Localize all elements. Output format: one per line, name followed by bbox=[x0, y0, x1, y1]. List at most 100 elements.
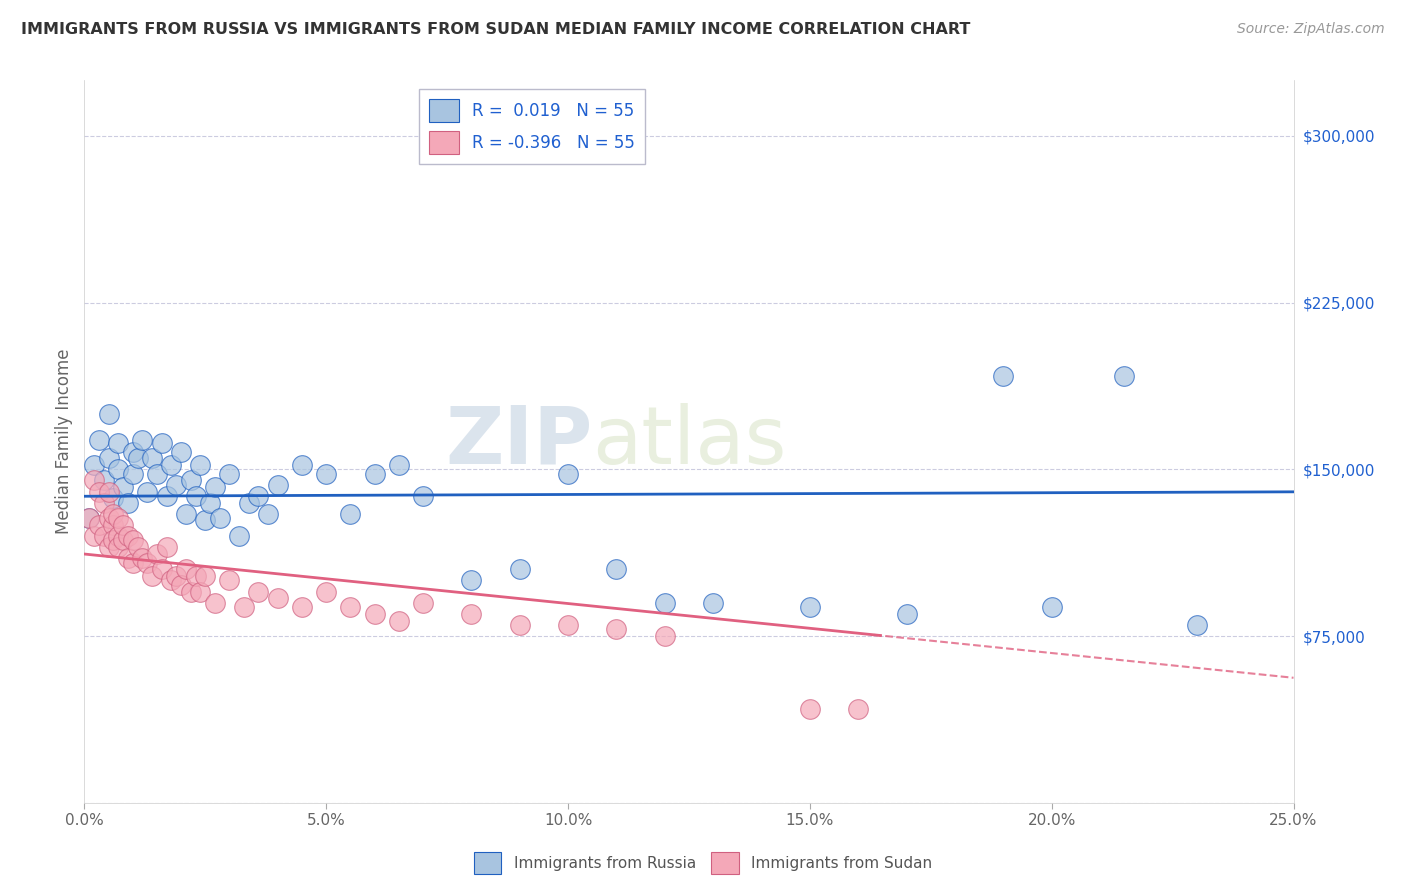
Point bbox=[460, 574, 482, 588]
Point bbox=[146, 547, 169, 561]
Point bbox=[87, 434, 110, 448]
Point bbox=[388, 614, 411, 628]
Point bbox=[509, 618, 531, 632]
Point bbox=[93, 529, 115, 543]
Point bbox=[180, 584, 202, 599]
Point bbox=[194, 513, 217, 527]
Point bbox=[1185, 618, 1208, 632]
Point bbox=[896, 607, 918, 621]
Point bbox=[83, 458, 105, 472]
Point bbox=[141, 451, 163, 466]
Point bbox=[267, 478, 290, 492]
Point bbox=[77, 511, 100, 525]
Point bbox=[107, 540, 129, 554]
Point bbox=[155, 540, 177, 554]
Point bbox=[218, 574, 240, 588]
Point bbox=[198, 496, 221, 510]
Point bbox=[233, 600, 256, 615]
Point bbox=[204, 480, 226, 494]
Point bbox=[654, 596, 676, 610]
Point bbox=[460, 607, 482, 621]
Point bbox=[121, 467, 143, 481]
Point bbox=[121, 556, 143, 570]
Point bbox=[247, 584, 270, 599]
Point bbox=[799, 600, 821, 615]
Point bbox=[1114, 368, 1136, 383]
Point bbox=[93, 474, 115, 488]
Point bbox=[257, 507, 280, 521]
Point bbox=[218, 467, 240, 481]
Point bbox=[155, 489, 177, 503]
Point bbox=[150, 562, 173, 576]
Point bbox=[103, 517, 125, 532]
Point bbox=[136, 484, 159, 499]
Point bbox=[509, 562, 531, 576]
Point bbox=[87, 517, 110, 532]
Point bbox=[117, 496, 139, 510]
Point bbox=[87, 484, 110, 499]
Point bbox=[339, 507, 361, 521]
Point bbox=[103, 533, 125, 548]
Point bbox=[97, 540, 120, 554]
Point bbox=[93, 496, 115, 510]
Text: atlas: atlas bbox=[592, 402, 786, 481]
Point bbox=[127, 451, 149, 466]
Point bbox=[194, 569, 217, 583]
Point bbox=[190, 458, 212, 472]
Point bbox=[993, 368, 1015, 383]
Text: IMMIGRANTS FROM RUSSIA VS IMMIGRANTS FROM SUDAN MEDIAN FAMILY INCOME CORRELATION: IMMIGRANTS FROM RUSSIA VS IMMIGRANTS FRO… bbox=[21, 22, 970, 37]
Point bbox=[291, 600, 314, 615]
Point bbox=[1040, 600, 1063, 615]
Point bbox=[247, 489, 270, 503]
Point bbox=[107, 529, 129, 543]
Point bbox=[131, 434, 153, 448]
Point bbox=[107, 435, 129, 450]
Point bbox=[165, 569, 187, 583]
Point bbox=[208, 511, 231, 525]
Point bbox=[146, 467, 169, 481]
Point bbox=[174, 562, 197, 576]
Point bbox=[339, 600, 361, 615]
Legend: Immigrants from Russia, Immigrants from Sudan: Immigrants from Russia, Immigrants from … bbox=[468, 846, 938, 880]
Point bbox=[160, 574, 183, 588]
Point bbox=[315, 584, 337, 599]
Point bbox=[150, 435, 173, 450]
Point bbox=[238, 496, 260, 510]
Point bbox=[363, 607, 385, 621]
Point bbox=[127, 540, 149, 554]
Point bbox=[97, 407, 120, 421]
Point bbox=[121, 533, 143, 548]
Point bbox=[170, 444, 193, 458]
Point bbox=[174, 507, 197, 521]
Point bbox=[184, 569, 207, 583]
Text: Source: ZipAtlas.com: Source: ZipAtlas.com bbox=[1237, 22, 1385, 37]
Point bbox=[97, 484, 120, 499]
Point bbox=[112, 533, 135, 548]
Point bbox=[77, 511, 100, 525]
Point bbox=[702, 596, 724, 610]
Point bbox=[799, 702, 821, 716]
Point bbox=[107, 462, 129, 476]
Text: ZIP: ZIP bbox=[444, 402, 592, 481]
Point bbox=[184, 489, 207, 503]
Point bbox=[117, 551, 139, 566]
Point bbox=[363, 467, 385, 481]
Point bbox=[846, 702, 869, 716]
Point bbox=[291, 458, 314, 472]
Point bbox=[136, 556, 159, 570]
Point bbox=[97, 511, 120, 525]
Point bbox=[557, 467, 579, 481]
Point bbox=[605, 623, 627, 637]
Legend: R =  0.019   N = 55, R = -0.396   N = 55: R = 0.019 N = 55, R = -0.396 N = 55 bbox=[419, 88, 645, 164]
Point bbox=[112, 480, 135, 494]
Point bbox=[97, 451, 120, 466]
Point bbox=[190, 584, 212, 599]
Point bbox=[180, 474, 202, 488]
Point bbox=[412, 596, 434, 610]
Point bbox=[103, 507, 125, 521]
Point bbox=[107, 511, 129, 525]
Y-axis label: Median Family Income: Median Family Income bbox=[55, 349, 73, 534]
Point bbox=[228, 529, 250, 543]
Point bbox=[141, 569, 163, 583]
Point bbox=[388, 458, 411, 472]
